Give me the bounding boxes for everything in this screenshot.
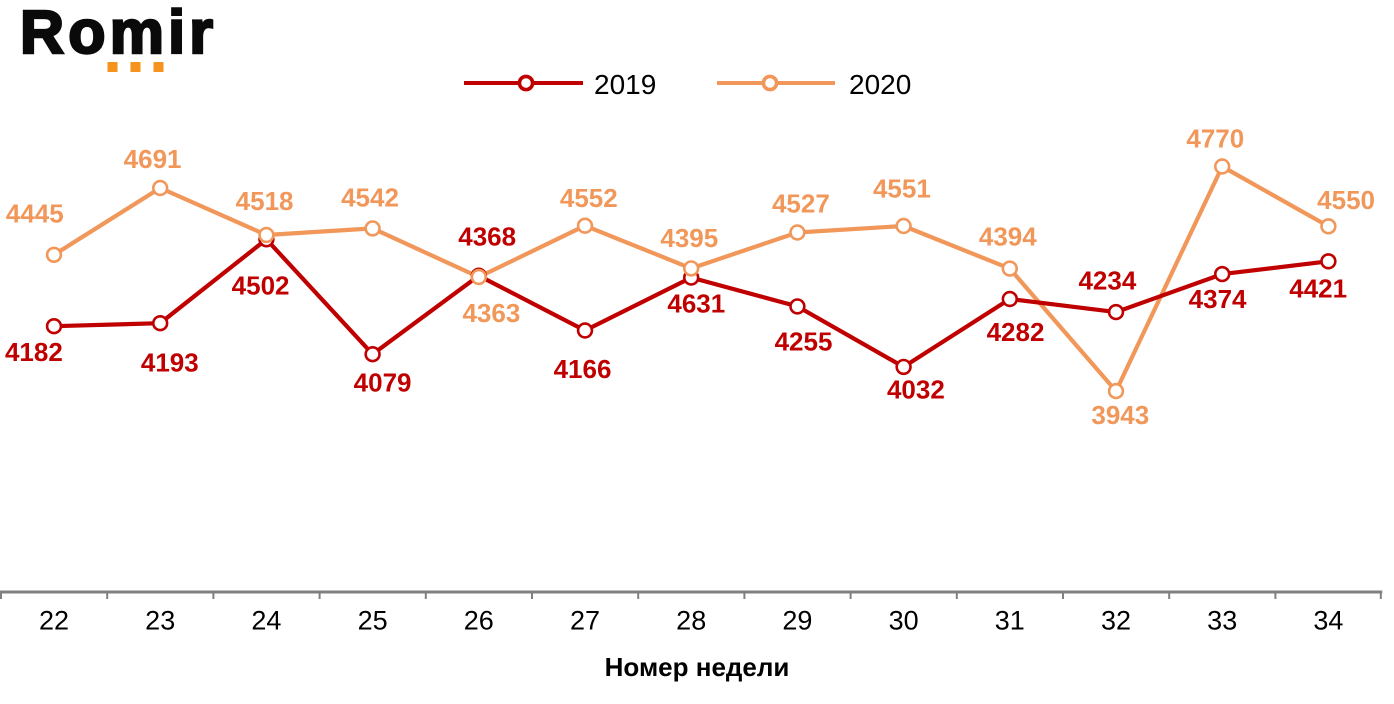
svg-text:4445: 4445 — [6, 198, 64, 228]
svg-text:25: 25 — [358, 606, 388, 636]
svg-text:4551: 4551 — [873, 173, 931, 203]
svg-text:4079: 4079 — [354, 368, 412, 398]
svg-text:4542: 4542 — [341, 183, 399, 213]
svg-text:4394: 4394 — [979, 222, 1037, 252]
svg-text:4421: 4421 — [1289, 274, 1347, 304]
svg-text:33: 33 — [1207, 606, 1237, 636]
svg-text:4552: 4552 — [560, 183, 618, 213]
svg-text:4550: 4550 — [1317, 185, 1375, 215]
svg-text:4374: 4374 — [1189, 284, 1247, 314]
svg-text:Номер недели: Номер недели — [605, 652, 790, 682]
svg-text:Romir: Romir — [20, 0, 217, 66]
svg-text:2019: 2019 — [594, 69, 656, 100]
svg-text:34: 34 — [1313, 606, 1343, 636]
svg-text:30: 30 — [889, 606, 919, 636]
svg-text:4691: 4691 — [124, 144, 182, 174]
svg-text:4770: 4770 — [1186, 123, 1244, 153]
svg-text:27: 27 — [570, 606, 600, 636]
svg-text:4282: 4282 — [987, 317, 1045, 347]
svg-text:4363: 4363 — [462, 298, 520, 328]
svg-text:22: 22 — [39, 606, 69, 636]
svg-text:4255: 4255 — [775, 327, 833, 357]
svg-text:4166: 4166 — [554, 354, 612, 384]
svg-text:4193: 4193 — [141, 348, 199, 378]
svg-text:4032: 4032 — [887, 375, 945, 405]
svg-text:26: 26 — [464, 606, 494, 636]
svg-text:4527: 4527 — [772, 189, 830, 219]
svg-text:4502: 4502 — [232, 271, 290, 301]
svg-text:3943: 3943 — [1091, 400, 1149, 430]
svg-text:4395: 4395 — [660, 223, 718, 253]
svg-text:4518: 4518 — [236, 186, 294, 216]
svg-text:2020: 2020 — [849, 69, 911, 100]
svg-text:4234: 4234 — [1078, 265, 1136, 295]
svg-text:32: 32 — [1101, 606, 1131, 636]
svg-text:4631: 4631 — [667, 288, 725, 318]
svg-text:23: 23 — [145, 606, 175, 636]
svg-text:29: 29 — [782, 606, 812, 636]
svg-text:28: 28 — [676, 606, 706, 636]
svg-text:4368: 4368 — [458, 222, 516, 252]
svg-text:4182: 4182 — [5, 337, 63, 367]
svg-text:31: 31 — [995, 606, 1025, 636]
svg-text:24: 24 — [251, 606, 281, 636]
